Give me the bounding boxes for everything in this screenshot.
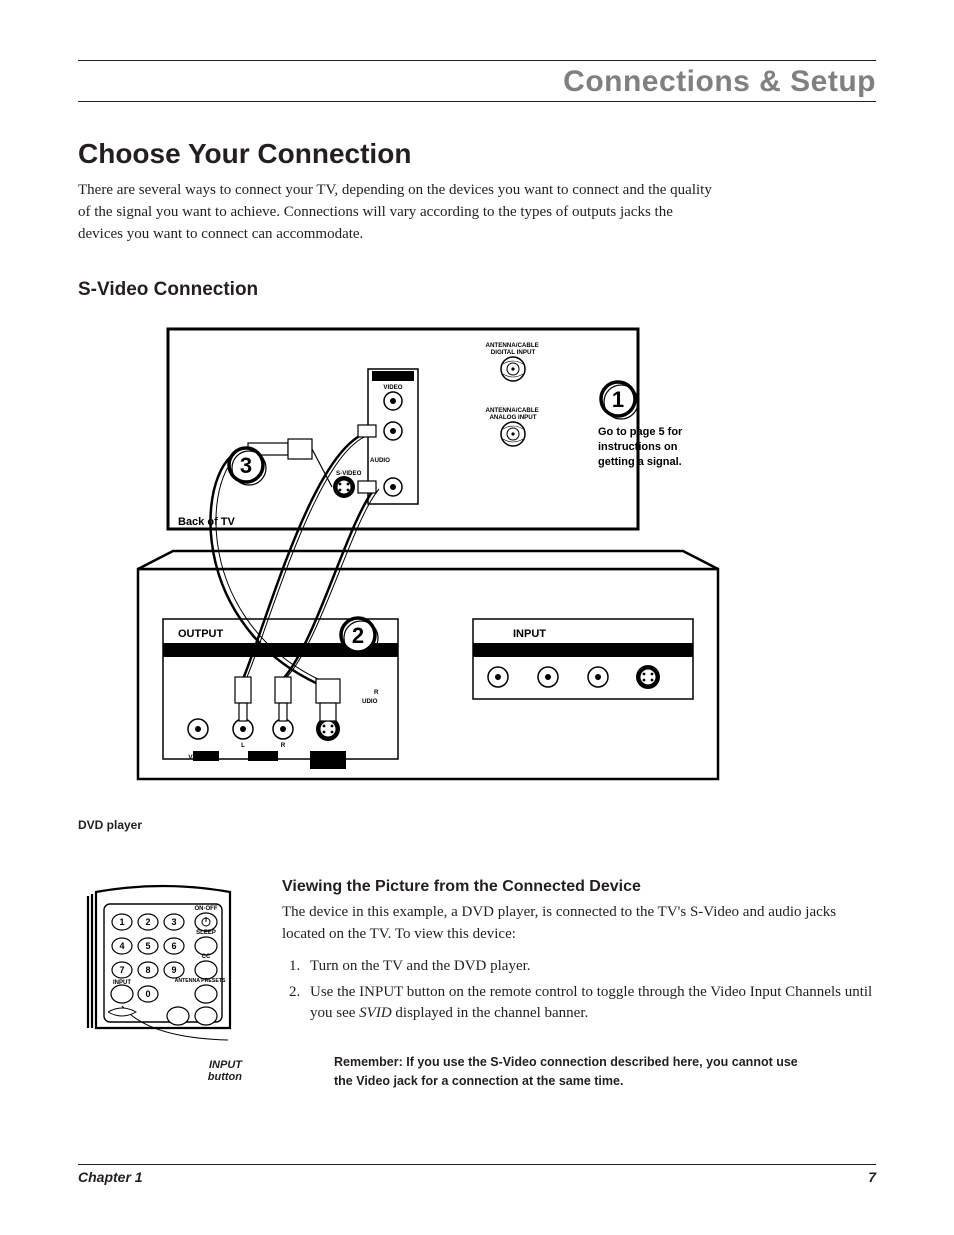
- step-2: Use the INPUT button on the remote contr…: [304, 982, 876, 1026]
- remote-illustration: 1 2 3 4 5 6 7 8 9 0 ON·OFF SLEEP CC ANTENNA PR…: [78, 878, 248, 1090]
- header-rule-top: [78, 60, 876, 61]
- section-heading: S-Video Connection: [78, 279, 876, 301]
- connection-diagram: VIDEO IN VIDEO L AUDIO S-VIDEO R ANTENNA…: [118, 319, 876, 804]
- svg-text:SLEEP: SLEEP: [196, 930, 216, 936]
- svg-text:0: 0: [145, 989, 150, 999]
- audio-label: AUDIO: [370, 457, 390, 464]
- page-footer: Chapter 1 7: [78, 1164, 876, 1185]
- page-header: Connections & Setup: [78, 65, 876, 99]
- out-video-label: VIDEO: [188, 754, 207, 761]
- in-audio: AUDIO: [563, 646, 583, 653]
- out-svideo-l1: S-VIDEO: [315, 754, 341, 761]
- step-3-badge: 3: [240, 453, 252, 478]
- svg-text:1: 1: [119, 917, 124, 927]
- out-svideo-l2: OUT: [321, 761, 334, 768]
- video-label: VIDEO: [383, 384, 402, 391]
- footer-page: 7: [868, 1169, 876, 1185]
- video-in-label: VIDEO IN: [379, 374, 407, 381]
- svg-text:5: 5: [145, 941, 150, 951]
- remote-caption: INPUTbutton: [78, 1059, 248, 1083]
- audio-mini: UDIO: [362, 698, 378, 705]
- svg-text:6: 6: [171, 941, 176, 951]
- remember-note: Remember: If you use the S-Video connect…: [334, 1053, 814, 1091]
- in-l: L: [546, 648, 550, 655]
- svg-text:7: 7: [119, 965, 124, 975]
- ant-analog-label: ANTENNA/CABLE ANALOG INPUT: [485, 407, 540, 421]
- back-of-tv-label: Back of TV: [178, 516, 236, 528]
- step1-text-l2: instructions on: [598, 441, 678, 453]
- ant-digital-label: ANTENNA/CABLE DIGITAL INPUT: [485, 342, 540, 356]
- step1-text-l1: Go to page 5 for: [598, 426, 683, 438]
- viewing-steps: Turn on the TV and the DVD player. Use t…: [282, 956, 876, 1025]
- svg-text:8: 8: [145, 965, 150, 975]
- step-2-badge: 2: [352, 623, 364, 648]
- step-1: Turn on the TV and the DVD player.: [304, 956, 876, 978]
- out-l: L: [241, 742, 245, 749]
- svg-text:3: 3: [171, 917, 176, 927]
- svg-text:ANTENNA PRESETS: ANTENNA PRESETS: [175, 978, 226, 984]
- footer-chapter: Chapter 1: [78, 1169, 143, 1185]
- r-audio-mini: R: [374, 689, 379, 696]
- svg-text:4: 4: [119, 941, 124, 951]
- svg-text:9: 9: [171, 965, 176, 975]
- in-video: VIDEO: [488, 648, 507, 655]
- step-1-badge: 1: [612, 387, 624, 412]
- out-audio-label: AUDIO: [253, 754, 273, 761]
- out-r: R: [281, 742, 286, 749]
- svg-text:CC: CC: [202, 954, 211, 960]
- svg-text:INPUT: INPUT: [113, 980, 131, 986]
- input-label: INPUT: [513, 628, 546, 640]
- svg-text:ON·OFF: ON·OFF: [195, 906, 218, 912]
- svg-text:2: 2: [145, 917, 150, 927]
- in-svideo-l2: IN: [645, 651, 652, 658]
- viewing-intro: The device in this example, a DVD player…: [282, 902, 876, 946]
- output-label: OUTPUT: [178, 628, 224, 640]
- viewing-heading: Viewing the Picture from the Connected D…: [282, 878, 876, 896]
- page-title: Choose Your Connection: [78, 138, 876, 170]
- step1-text-l3: getting a signal.: [598, 456, 682, 468]
- header-rule-bottom: [78, 101, 876, 102]
- intro-paragraph: There are several ways to connect your T…: [78, 180, 718, 245]
- in-r: R: [596, 648, 601, 655]
- dvd-player-caption: DVD player: [78, 818, 876, 832]
- svideo-label: S-VIDEO: [336, 470, 362, 477]
